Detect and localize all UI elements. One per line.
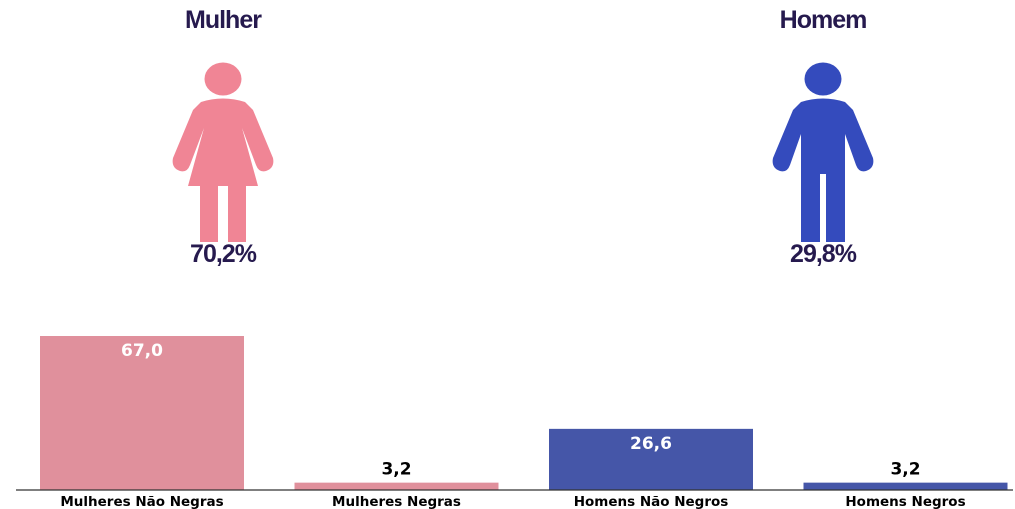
x-tick-label-1: Mulheres Negras <box>332 494 461 509</box>
male-percent: 29,8% <box>790 240 857 268</box>
bar-3 <box>803 482 1008 490</box>
female-panel-title: Mulher <box>185 6 262 34</box>
male-person-icon <box>772 62 874 242</box>
x-tick-label-0: Mulheres Não Negras <box>60 494 223 509</box>
bar-2 <box>549 428 753 490</box>
bar-value-label-2: 26,6 <box>630 434 672 454</box>
bar-value-label-1: 3,2 <box>381 460 411 480</box>
bar-value-label-0: 67,0 <box>121 341 163 361</box>
x-tick-label-3: Homens Negros <box>845 494 965 509</box>
bar-value-label-3: 3,2 <box>890 460 920 480</box>
bar-chart: 67,0 Mulheres Não Negras 3,2 Mulheres Negra… <box>16 336 1013 509</box>
male-panel-title: Homem <box>779 6 868 34</box>
x-tick-label-2: Homens Não Negros <box>574 494 729 509</box>
bar-0 <box>40 336 244 490</box>
bar-1 <box>294 482 499 490</box>
female-person-icon <box>172 62 274 242</box>
female-percent: 70,2% <box>190 240 257 268</box>
